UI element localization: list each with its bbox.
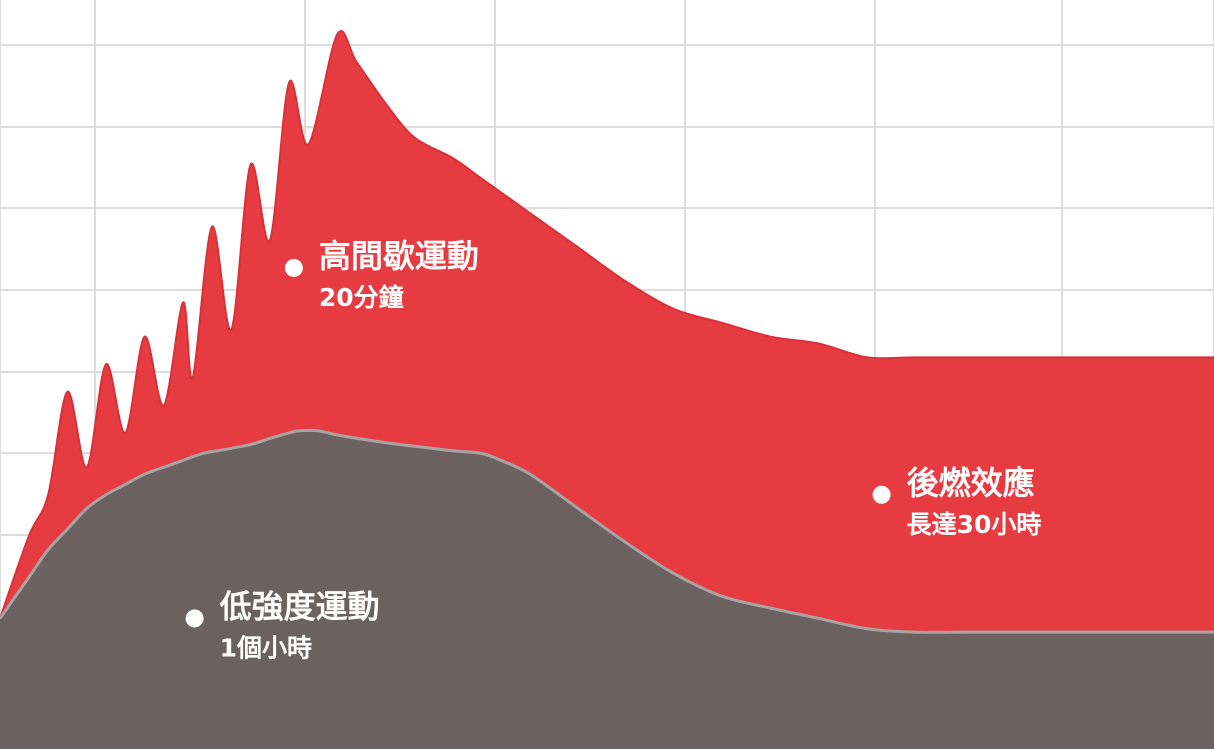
annotation-title-afterburn: 後燃效應	[907, 464, 1035, 502]
annotation-title-hiit: 高間歇運動	[319, 237, 479, 275]
series-line-low-intensity	[0, 428, 1214, 634]
annotation-subtitle-low: 1個小時	[220, 633, 312, 662]
annotation-low: 低強度運動 1個小時	[185, 587, 380, 662]
annotation-dot-afterburn	[872, 485, 891, 504]
annotation-title-low: 低強度運動	[220, 587, 380, 625]
annotation-afterburn: 後燃效應 長達30小時	[872, 464, 1042, 539]
series-line-high-intensity	[0, 30, 1214, 619]
annotation-subtitle-afterburn: 長達30小時	[907, 510, 1042, 539]
annotation-hiit: 高間歇運動 20分鐘	[284, 237, 479, 312]
series-area-low-intensity	[0, 430, 1214, 749]
annotation-subtitle-hiit: 20分鐘	[319, 283, 404, 312]
annotation-dot-hiit	[284, 258, 303, 277]
annotation-dot-low	[185, 609, 204, 628]
